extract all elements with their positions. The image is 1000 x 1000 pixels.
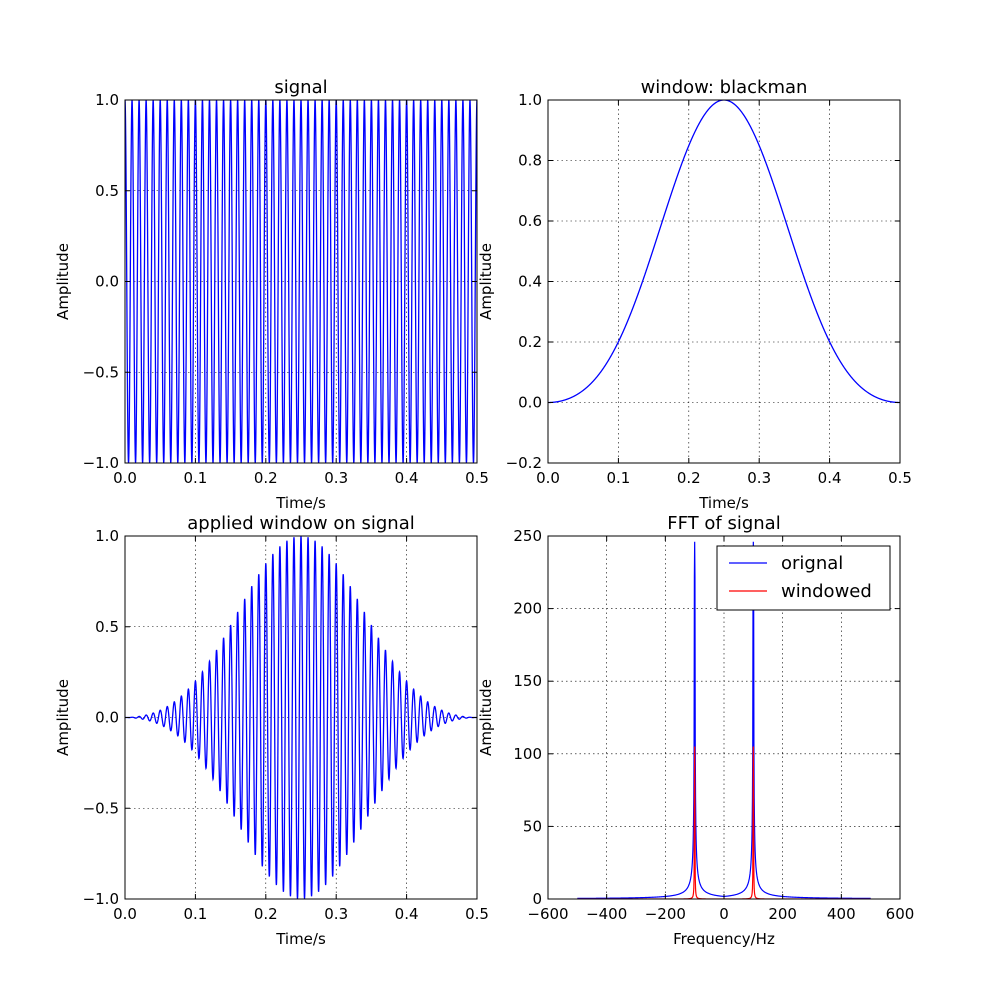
y-tick-label: 0.4 <box>518 273 542 291</box>
chart-title: FFT of signal <box>667 513 780 534</box>
x-axis-label: Time/s <box>275 930 326 948</box>
y-tick-label: −1.0 <box>83 890 119 908</box>
applied-window-chart: 0.0 0.1 0.2 0.3 0.4 0.5 −1.0 −0.5 0.0 0.5 1.0 appli… <box>54 513 489 948</box>
y-tick-label: 0.2 <box>518 333 542 351</box>
chart-title: applied window on signal <box>187 513 415 534</box>
y-tick-label: 0.0 <box>518 394 542 412</box>
x-tick-label: −400 <box>586 905 627 923</box>
signal-chart: 0.0 0.1 0.2 0.3 0.4 0.5 −1.0 −0.5 0.0 0.5 1.0 signa… <box>54 77 489 512</box>
x-tick-label: 0 <box>719 905 729 923</box>
x-tick-label: 200 <box>768 905 797 923</box>
y-tick-label: 0.8 <box>518 152 542 170</box>
series-line <box>125 536 477 899</box>
x-tick-label: 0.2 <box>254 905 278 923</box>
y-tick-label: 0.0 <box>95 273 119 291</box>
y-tick-label: 0.6 <box>518 212 542 230</box>
y-tick-label: −0.5 <box>83 799 119 817</box>
y-axis-label: Amplitude <box>477 679 495 756</box>
window-chart: 0.0 0.1 0.2 0.3 0.4 0.5−0.20.00.20.40.60.81.0… <box>477 77 912 512</box>
y-tick-label: −0.2 <box>506 454 542 472</box>
x-tick-label: 0.4 <box>395 469 419 487</box>
chart-title: signal <box>274 77 327 98</box>
series-line <box>548 100 900 404</box>
x-tick-label: 0.0 <box>536 469 560 487</box>
y-axis-label: Amplitude <box>54 679 72 756</box>
x-tick-label: 0.3 <box>747 469 771 487</box>
x-tick-label: 0.3 <box>324 469 348 487</box>
x-tick-label: −200 <box>645 905 686 923</box>
fft-chart: orignal windowed −600 −400 −200 0 200 400 600 0 50… <box>477 513 914 948</box>
y-tick-label: 50 <box>523 817 542 835</box>
x-tick-label: −600 <box>527 905 568 923</box>
legend-label: orignal <box>781 553 843 574</box>
x-tick-label: 0.3 <box>324 905 348 923</box>
y-tick-label: −0.5 <box>83 363 119 381</box>
x-tick-label: 0.2 <box>254 469 278 487</box>
x-axis-label: Frequency/Hz <box>673 930 775 948</box>
legend: orignal windowed <box>716 545 891 611</box>
x-tick-label: 0.1 <box>183 469 207 487</box>
x-tick-label: 0.5 <box>465 469 489 487</box>
x-tick-label: 0.0 <box>113 469 137 487</box>
x-tick-label: 0.1 <box>606 469 630 487</box>
x-tick-label: 0.1 <box>183 905 207 923</box>
y-tick-label: −1.0 <box>83 454 119 472</box>
series-line <box>125 100 477 463</box>
y-tick-label: 1.0 <box>95 91 119 109</box>
legend-label: windowed <box>781 581 872 602</box>
y-tick-label: 0 <box>532 890 542 908</box>
y-tick-label: 0.5 <box>95 618 119 636</box>
x-tick-label: 400 <box>827 905 856 923</box>
x-axis-label: Time/s <box>698 494 749 512</box>
y-tick-label: 150 <box>513 672 542 690</box>
chart-title: window: blackman <box>641 77 808 98</box>
y-tick-label: 250 <box>513 527 542 545</box>
y-tick-label: 100 <box>513 745 542 763</box>
y-tick-label: 0.5 <box>95 182 119 200</box>
x-tick-label: 0.0 <box>113 905 137 923</box>
y-tick-label: 0.0 <box>95 709 119 727</box>
x-tick-label: 0.4 <box>395 905 419 923</box>
series-line-windowed <box>577 746 871 899</box>
y-axis-label: Amplitude <box>54 243 72 320</box>
y-tick-label: 1.0 <box>95 527 119 545</box>
x-tick-label: 0.4 <box>818 469 842 487</box>
x-tick-label: 600 <box>886 905 915 923</box>
y-tick-label: 1.0 <box>518 91 542 109</box>
x-tick-label: 0.5 <box>888 469 912 487</box>
x-tick-label: 0.2 <box>677 469 701 487</box>
x-tick-label: 0.5 <box>465 905 489 923</box>
y-tick-label: 200 <box>513 600 542 618</box>
x-axis-label: Time/s <box>275 494 326 512</box>
legend-box <box>716 545 891 611</box>
y-axis-label: Amplitude <box>477 243 495 320</box>
